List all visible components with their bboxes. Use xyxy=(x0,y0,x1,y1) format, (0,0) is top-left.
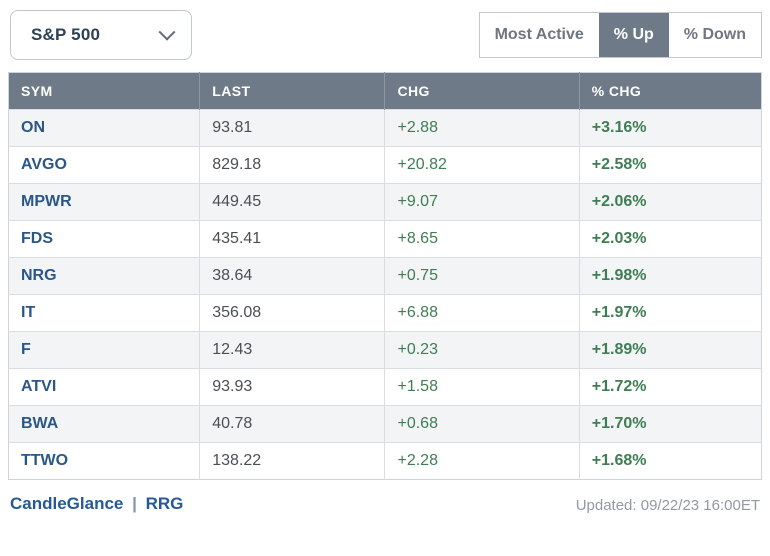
cell-pct: +1.72% xyxy=(579,368,762,406)
cell-last: 829.18 xyxy=(199,146,386,184)
cell-sym[interactable]: BWA xyxy=(8,405,201,443)
cell-last: 93.81 xyxy=(199,109,386,147)
cell-sym[interactable]: ON xyxy=(8,109,201,147)
updated-timestamp: Updated: 09/22/23 16:00ET xyxy=(575,497,760,514)
cell-chg: +20.82 xyxy=(384,146,580,184)
candleglance-link[interactable]: CandleGlance xyxy=(10,494,124,513)
cell-pct: +2.58% xyxy=(579,146,762,184)
cell-pct: +1.97% xyxy=(579,294,762,332)
table-row: BWA 40.78 +0.68 +1.70% xyxy=(8,405,762,443)
column-header-pctchg: % CHG xyxy=(579,72,762,110)
cell-sym[interactable]: AVGO xyxy=(8,146,201,184)
cell-last: 38.64 xyxy=(199,257,386,295)
table-body: ON 93.81 +2.88 +3.16% AVGO 829.18 +20.82 +2.58%… xyxy=(8,109,762,480)
cell-chg: +0.68 xyxy=(384,405,580,443)
cell-pct: +1.89% xyxy=(579,331,762,369)
cell-chg: +0.75 xyxy=(384,257,580,295)
chevron-down-icon xyxy=(158,23,176,41)
most-active-button[interactable]: Most Active xyxy=(479,13,599,57)
column-header-chg: CHG xyxy=(384,72,580,110)
cell-sym[interactable]: MPWR xyxy=(8,183,201,221)
cell-last: 40.78 xyxy=(199,405,386,443)
index-select-dropdown[interactable]: S&P 500 xyxy=(10,10,192,60)
cell-last: 12.43 xyxy=(199,331,386,369)
table-row: FDS 435.41 +8.65 +2.03% xyxy=(8,220,762,258)
table-row: AVGO 829.18 +20.82 +2.58% xyxy=(8,146,762,184)
table-header-row: SYM LAST CHG % CHG xyxy=(8,72,762,110)
cell-last: 449.45 xyxy=(199,183,386,221)
table-row: F 12.43 +0.23 +1.89% xyxy=(8,331,762,369)
cell-pct: +1.70% xyxy=(579,405,762,443)
rrg-link[interactable]: RRG xyxy=(145,494,184,513)
cell-sym[interactable]: FDS xyxy=(8,220,201,258)
cell-chg: +1.58 xyxy=(384,368,580,406)
cell-pct: +2.03% xyxy=(579,220,762,258)
cell-pct: +1.98% xyxy=(579,257,762,295)
cell-chg: +2.28 xyxy=(384,442,580,480)
cell-chg: +9.07 xyxy=(384,183,580,221)
cell-sym[interactable]: NRG xyxy=(8,257,201,295)
percent-up-button[interactable]: % Up xyxy=(598,13,669,57)
cell-pct: +3.16% xyxy=(579,109,762,147)
cell-pct: +1.68% xyxy=(579,442,762,480)
table-row: NRG 38.64 +0.75 +1.98% xyxy=(8,257,762,295)
column-header-sym: SYM xyxy=(8,72,201,110)
table-row: IT 356.08 +6.88 +1.97% xyxy=(8,294,762,332)
mode-button-group: Most Active % Up % Down xyxy=(478,12,762,58)
cell-chg: +2.88 xyxy=(384,109,580,147)
toolbar: S&P 500 Most Active % Up % Down xyxy=(8,0,762,72)
cell-sym[interactable]: F xyxy=(8,331,201,369)
index-select-value: S&P 500 xyxy=(31,25,101,44)
table-row: MPWR 449.45 +9.07 +2.06% xyxy=(8,183,762,221)
table-row: TTWO 138.22 +2.28 +1.68% xyxy=(8,442,762,480)
cell-chg: +8.65 xyxy=(384,220,580,258)
cell-last: 435.41 xyxy=(199,220,386,258)
cell-last: 356.08 xyxy=(199,294,386,332)
footer: CandleGlance | RRG Updated: 09/22/23 16:… xyxy=(8,480,762,514)
cell-sym[interactable]: IT xyxy=(8,294,201,332)
table-row: ON 93.81 +2.88 +3.16% xyxy=(8,109,762,147)
footer-separator: | xyxy=(132,494,137,513)
cell-last: 93.93 xyxy=(199,368,386,406)
column-header-last: LAST xyxy=(199,72,386,110)
quotes-table: SYM LAST CHG % CHG ON 93.81 +2.88 +3.16% AVG… xyxy=(8,72,762,480)
cell-chg: +6.88 xyxy=(384,294,580,332)
cell-sym[interactable]: TTWO xyxy=(8,442,201,480)
cell-chg: +0.23 xyxy=(384,331,580,369)
cell-sym[interactable]: ATVI xyxy=(8,368,201,406)
footer-links: CandleGlance | RRG xyxy=(10,494,183,514)
cell-pct: +2.06% xyxy=(579,183,762,221)
table-row: ATVI 93.93 +1.58 +1.72% xyxy=(8,368,762,406)
percent-down-button[interactable]: % Down xyxy=(668,13,761,57)
cell-last: 138.22 xyxy=(199,442,386,480)
